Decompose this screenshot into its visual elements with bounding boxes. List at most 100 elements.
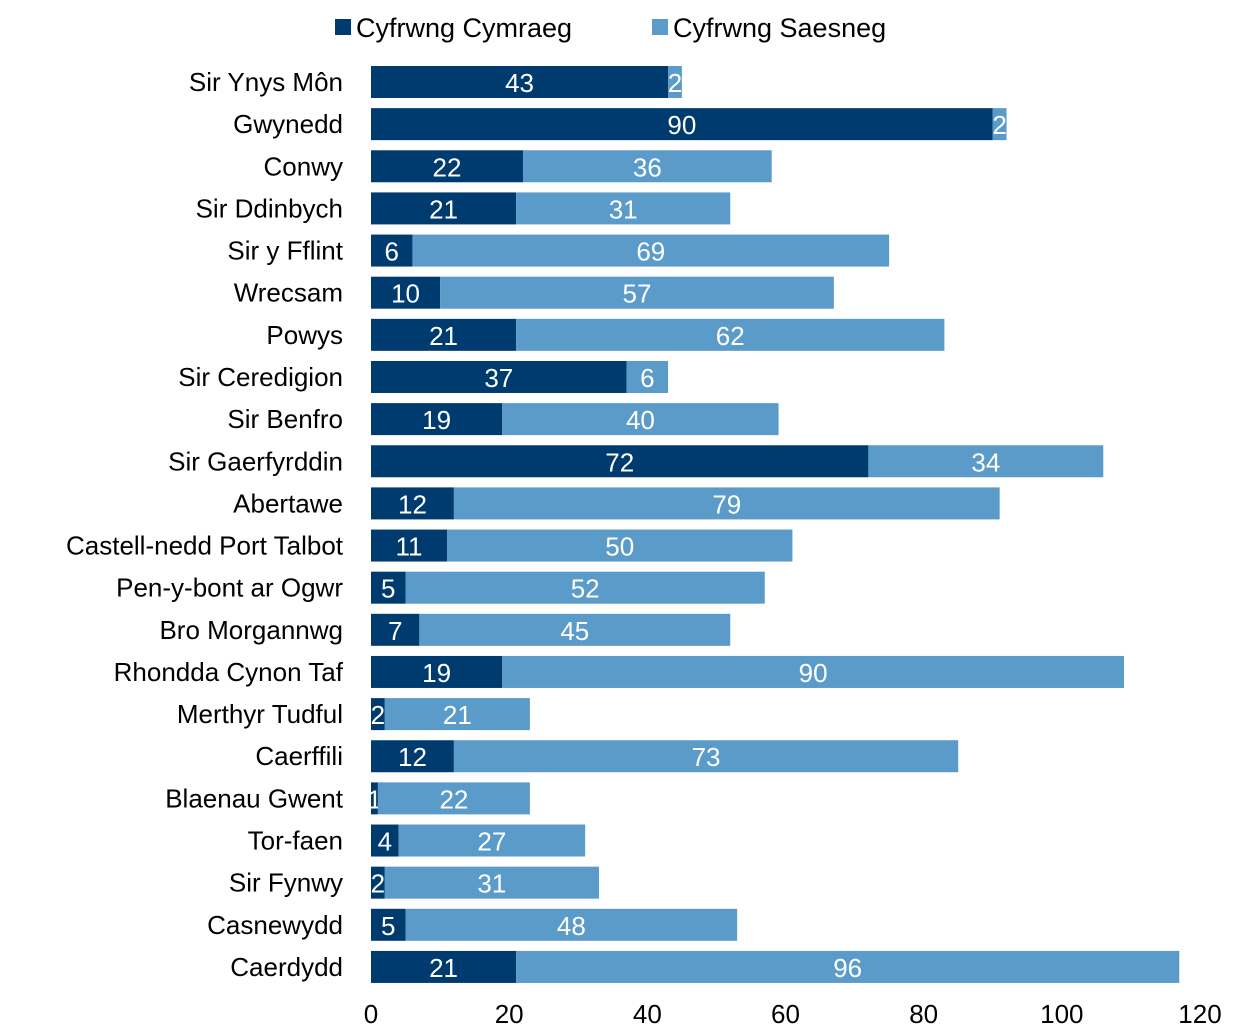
x-tick-label: 0: [364, 999, 378, 1029]
data-label: 73: [692, 742, 721, 772]
data-label: 2: [668, 68, 682, 98]
data-label: 37: [484, 363, 513, 393]
data-label: 11: [395, 532, 422, 562]
bar-cyfrwng-saesneg: [522, 150, 772, 183]
data-label: 69: [636, 237, 665, 267]
bar-cyfrwng-saesneg: [668, 66, 682, 98]
bar-cyfrwng-saesneg: [516, 950, 1180, 983]
legend-swatch: [335, 19, 351, 35]
bar-cyfrwng-cymraeg: [371, 445, 869, 478]
x-tick-label: 60: [771, 999, 800, 1029]
data-label: 21: [429, 953, 458, 983]
data-label: 10: [391, 279, 420, 309]
category-label: Blaenau Gwent: [165, 783, 344, 813]
legend-label: Cyfrwng Saesneg: [673, 13, 886, 43]
category-label: Gwynedd: [233, 109, 343, 139]
bar-cyfrwng-saesneg: [377, 782, 530, 815]
category-label: Abertawe: [233, 488, 343, 518]
bar-cyfrwng-cymraeg: [371, 782, 378, 815]
bar-cyfrwng-saesneg: [412, 234, 890, 267]
bar-cyfrwng-saesneg: [516, 318, 945, 351]
category-label: Sir y Fflint: [227, 236, 343, 266]
data-label: 12: [398, 742, 427, 772]
bar-cyfrwng-cymraeg: [371, 655, 503, 688]
category-label: Merthyr Tudful: [177, 699, 343, 729]
data-label: 79: [712, 489, 741, 519]
bar-cyfrwng-saesneg: [419, 613, 731, 646]
data-label: 21: [443, 700, 472, 730]
bar-cyfrwng-cymraeg: [371, 150, 523, 183]
bar-cyfrwng-cymraeg: [371, 66, 669, 98]
bar-cyfrwng-cymraeg: [371, 866, 385, 899]
bar-cyfrwng-saesneg: [516, 192, 731, 225]
category-label: Bro Morgannwg: [159, 615, 343, 645]
bar-cyfrwng-cymraeg: [371, 571, 406, 604]
data-label: 27: [477, 827, 506, 857]
category-label: Conwy: [264, 151, 343, 181]
data-label: 22: [439, 784, 468, 814]
data-label: 21: [429, 321, 458, 351]
category-label: Caerffili: [255, 741, 343, 771]
bar-cyfrwng-cymraeg: [371, 192, 517, 225]
x-tick-label: 40: [633, 999, 662, 1029]
legend-label: Cyfrwng Cymraeg: [356, 13, 572, 43]
data-label: 48: [557, 911, 586, 941]
bar-cyfrwng-saesneg: [446, 529, 793, 562]
category-axis: Sir Ynys Môn Gwynedd Conwy Sir Ddinbych Sir …: [66, 67, 344, 982]
bar-cyfrwng-saesneg: [626, 360, 669, 393]
bar-cyfrwng-cymraeg: [371, 740, 454, 773]
data-label: 90: [667, 110, 696, 140]
data-label: 4: [378, 827, 392, 857]
bar-cyfrwng-cymraeg: [371, 276, 441, 309]
data-label: 12: [398, 489, 427, 519]
category-label: Casnewydd: [207, 910, 343, 940]
bar-cyfrwng-cymraeg: [371, 487, 454, 520]
bar-cyfrwng-saesneg: [453, 487, 1000, 520]
bar-cyfrwng-cymraeg: [371, 360, 627, 393]
x-tick-label: 120: [1178, 999, 1221, 1029]
category-label: Sir Ddinbych: [196, 193, 343, 223]
bar-cyfrwng-cymraeg: [371, 403, 503, 436]
data-label: 2: [371, 869, 385, 899]
data-label: 19: [422, 405, 451, 435]
bar-cyfrwng-saesneg: [405, 908, 738, 941]
data-label: 22: [433, 152, 462, 182]
bar-cyfrwng-saesneg: [384, 698, 530, 731]
data-label: 57: [623, 279, 652, 309]
category-label: Castell-nedd Port Talbot: [66, 531, 344, 561]
data-label: 31: [609, 194, 638, 224]
data-label: 40: [626, 405, 655, 435]
data-label: 45: [560, 616, 589, 646]
category-label: Caerdydd: [230, 952, 343, 982]
data-label: 31: [477, 869, 506, 899]
category-label: Sir Ceredigion: [178, 362, 343, 392]
x-tick-label: 100: [1040, 999, 1083, 1029]
bar-cyfrwng-cymraeg: [371, 950, 517, 983]
data-label: 2: [992, 110, 1006, 140]
bar-cyfrwng-cymraeg: [371, 529, 447, 562]
bar-cyfrwng-cymraeg: [371, 318, 517, 351]
data-label: 43: [505, 68, 534, 98]
bar-cyfrwng-cymraeg: [371, 108, 993, 141]
category-label: Powys: [266, 320, 343, 350]
legend: Cyfrwng Cymraeg Cyfrwng Saesneg: [335, 13, 886, 43]
data-label: 7: [388, 616, 402, 646]
bar-cyfrwng-cymraeg: [371, 698, 385, 731]
bar-cyfrwng-cymraeg: [371, 234, 413, 267]
bar-cyfrwng-cymraeg: [371, 824, 399, 857]
category-label: Sir Benfro: [227, 404, 343, 434]
category-label: Rhondda Cynon Taf: [114, 657, 344, 687]
bar-cyfrwng-saesneg: [384, 866, 599, 899]
bar-cyfrwng-saesneg: [502, 403, 779, 436]
bar-cyfrwng-saesneg: [405, 571, 765, 604]
bar-cyfrwng-saesneg: [992, 108, 1007, 141]
bar-cyfrwng-saesneg: [453, 740, 959, 773]
category-label: Sir Ynys Môn: [189, 67, 343, 97]
data-label: 19: [422, 658, 451, 688]
data-label: 6: [640, 363, 654, 393]
bar-cyfrwng-saesneg: [398, 824, 586, 857]
data-label: 52: [571, 574, 600, 604]
category-label: Pen-y-bont ar Ogwr: [116, 573, 343, 603]
data-label: 34: [971, 447, 1000, 477]
